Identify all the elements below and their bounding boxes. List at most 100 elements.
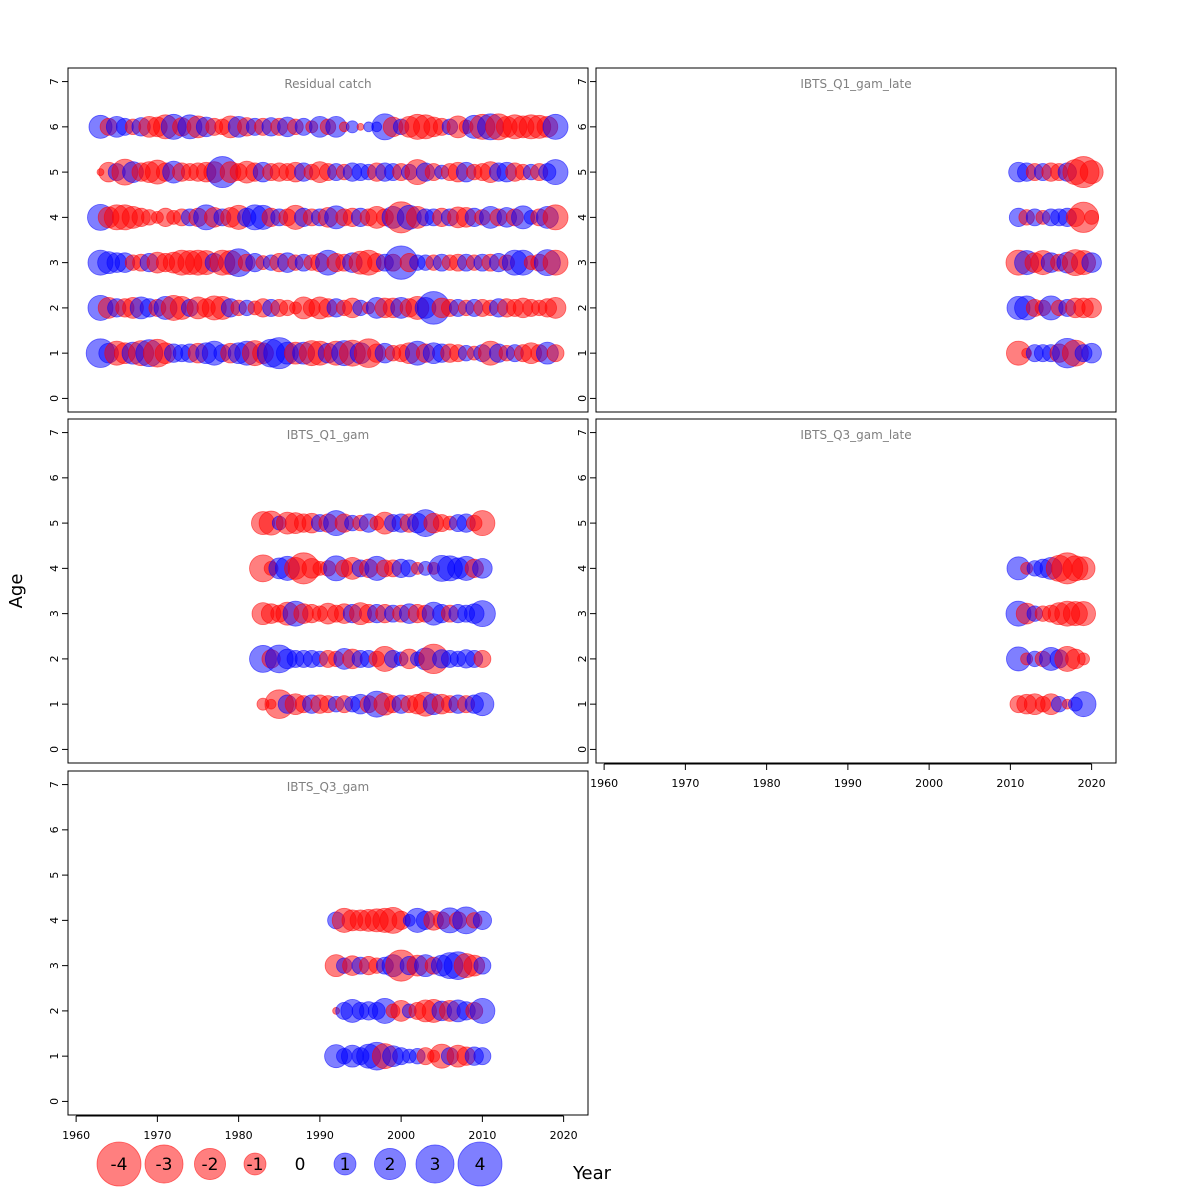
legend-swatch — [457, 1141, 503, 1187]
legend-label: -3 — [156, 1155, 173, 1175]
y-axis: 0 1 2 3 4 5 6 7 — [48, 429, 68, 753]
x-axis-title: Year — [572, 1163, 612, 1184]
y-tick-label: 2 — [48, 304, 61, 311]
y-tick-label: 7 — [576, 429, 589, 436]
y-tick-label: 5 — [48, 520, 61, 527]
legend-swatch — [415, 1144, 455, 1184]
residual-point — [1079, 160, 1104, 185]
y-tick-label: 5 — [48, 872, 61, 879]
y-tick-label: 4 — [576, 214, 589, 221]
panel: IBTS_Q1_gam 0 1 2 3 4 5 6 7 — [48, 418, 589, 764]
x-axis: 1960 1970 1980 1990 2000 2010 2020 — [590, 763, 1106, 790]
y-tick-label: 6 — [48, 826, 61, 833]
y-tick-label: 1 — [48, 1053, 61, 1060]
residual-point — [542, 249, 569, 276]
panel-title: IBTS_Q3_gam_late — [800, 428, 911, 442]
y-tick-label: 4 — [48, 917, 61, 924]
legend-label: 3 — [430, 1155, 441, 1175]
legend-label: -2 — [202, 1155, 219, 1175]
residual-point — [473, 1047, 492, 1066]
y-tick-label: 7 — [48, 429, 61, 436]
y-tick-label: 5 — [48, 169, 61, 176]
panel-frame — [595, 418, 1117, 764]
legend-label: -4 — [111, 1155, 128, 1175]
residual-point — [1077, 652, 1090, 666]
y-tick-label: 2 — [576, 304, 589, 311]
y-tick-label: 2 — [576, 655, 589, 662]
residual-point — [1071, 601, 1096, 627]
residual-point — [542, 159, 569, 186]
legend-item: 3 — [415, 1144, 455, 1184]
residual-point — [1081, 342, 1102, 364]
x-tick-label: 2020 — [1078, 777, 1106, 790]
y-tick-label: 6 — [576, 123, 589, 130]
y-tick-label: 5 — [576, 520, 589, 527]
y-tick-label: 7 — [576, 78, 589, 85]
residual-point — [542, 204, 569, 231]
residual-point — [546, 344, 565, 363]
y-tick-label: 0 — [48, 395, 61, 402]
y-tick-label: 6 — [48, 123, 61, 130]
residual-point — [469, 510, 496, 537]
bubbles — [1005, 156, 1104, 369]
y-axis: 0 1 2 3 4 5 6 7 — [48, 781, 68, 1105]
legend-label: 4 — [475, 1155, 486, 1175]
y-tick-label: 6 — [48, 474, 61, 481]
legend-swatch — [333, 1152, 357, 1176]
y-tick-label: 0 — [48, 1098, 61, 1105]
legend-label: -1 — [247, 1155, 264, 1175]
residual-point — [544, 297, 567, 319]
x-tick-label: 1990 — [834, 777, 862, 790]
panel-frame — [595, 67, 1117, 413]
panel: Residual catch 0 1 2 3 4 5 6 7 — [48, 67, 589, 413]
legend: -4 -3 -2 -1 0 1 2 3 4 — [96, 1141, 503, 1187]
legend-swatch — [374, 1148, 406, 1180]
x-tick-label: 2000 — [915, 777, 943, 790]
x-tick-label: 2020 — [550, 1129, 578, 1142]
x-tick-label: 1970 — [671, 777, 699, 790]
residual-point — [1071, 556, 1096, 581]
x-tick-label: 1970 — [143, 1129, 171, 1142]
residual-point — [473, 649, 492, 668]
residual-point — [472, 558, 493, 579]
panel: IBTS_Q3_gam_late 0 1 2 3 4 5 6 7 1960 1970 1980 1990… — [576, 418, 1117, 790]
legend-item: -3 — [144, 1144, 184, 1184]
panel-title: IBTS_Q1_gam_late — [800, 77, 911, 91]
y-axis: 0 1 2 3 4 5 6 7 — [576, 78, 596, 402]
residual-point — [470, 692, 495, 717]
y-tick-label: 3 — [48, 610, 61, 617]
x-tick-label: 1980 — [225, 1129, 253, 1142]
legend-item: -1 — [243, 1152, 267, 1176]
x-tick-label: 1960 — [590, 777, 618, 790]
y-tick-label: 0 — [48, 746, 61, 753]
bubbles — [85, 113, 569, 370]
y-axis-title: Age — [6, 574, 27, 609]
bubbles — [324, 906, 496, 1071]
residual-point — [1084, 210, 1099, 225]
y-tick-label: 7 — [48, 78, 61, 85]
y-axis: 0 1 2 3 4 5 6 7 — [576, 429, 596, 753]
panel: IBTS_Q1_gam_late 0 1 2 3 4 5 6 7 — [576, 67, 1117, 413]
y-tick-label: 7 — [48, 781, 61, 788]
y-tick-label: 1 — [48, 701, 61, 708]
y-tick-label: 4 — [48, 214, 61, 221]
y-tick-label: 3 — [576, 610, 589, 617]
y-axis: 0 1 2 3 4 5 6 7 — [48, 78, 68, 402]
x-tick-label: 2010 — [468, 1129, 496, 1142]
legend-label: 1 — [340, 1155, 351, 1175]
y-tick-label: 3 — [48, 962, 61, 969]
legend-item: -2 — [194, 1148, 226, 1180]
x-tick-label: 2010 — [996, 777, 1024, 790]
bubbles — [1005, 552, 1097, 718]
residual-point — [1070, 691, 1097, 718]
residual-point — [542, 113, 569, 140]
y-tick-label: 3 — [48, 259, 61, 266]
legend-item: 2 — [374, 1148, 406, 1180]
residual-point — [469, 997, 496, 1024]
y-tick-label: 0 — [576, 395, 589, 402]
residual-point — [356, 122, 365, 131]
y-tick-label: 6 — [576, 474, 589, 481]
residual-point — [473, 956, 492, 975]
panel-title: Residual catch — [284, 77, 371, 91]
